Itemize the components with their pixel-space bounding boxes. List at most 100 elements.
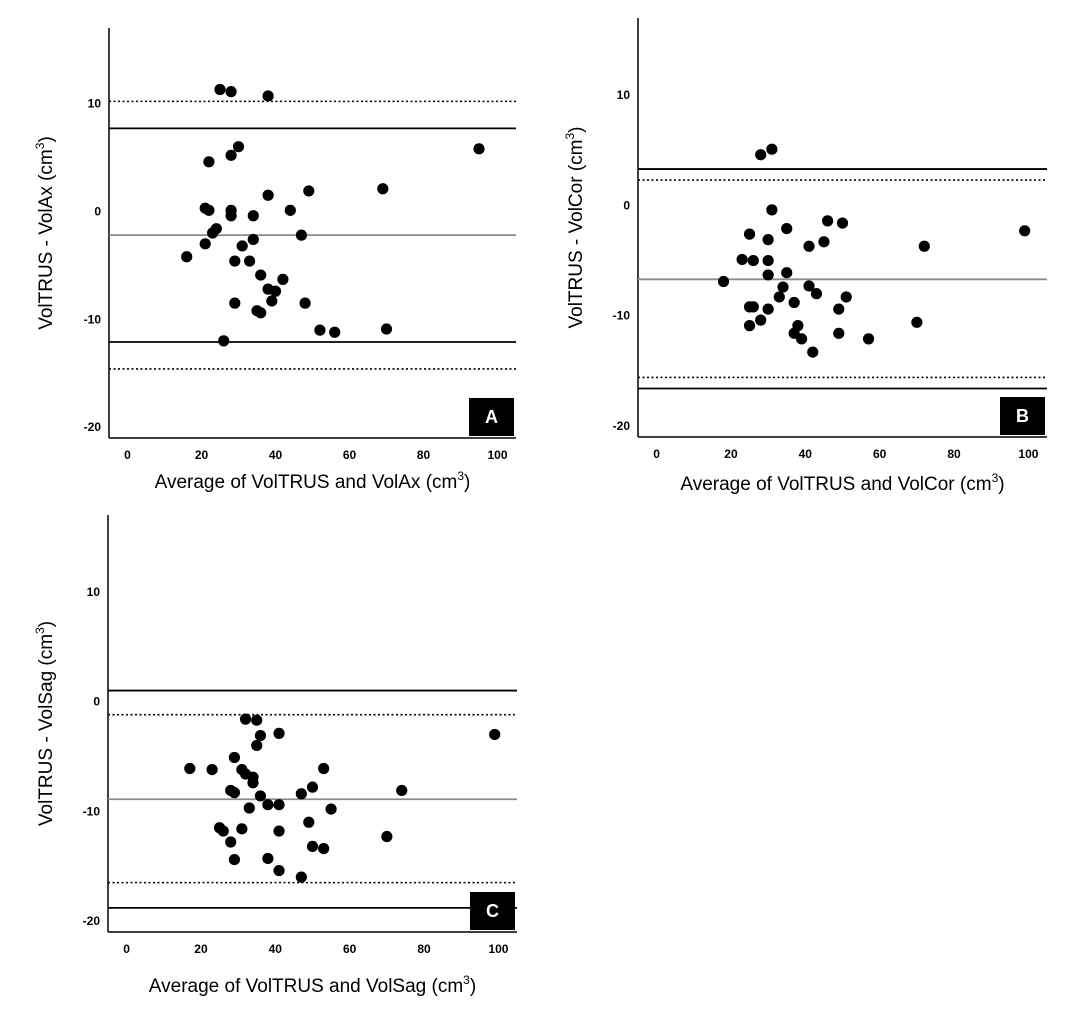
data-point [262, 799, 274, 811]
data-point [755, 314, 767, 326]
data-point [203, 204, 215, 216]
data-point [329, 326, 341, 338]
data-point [251, 714, 263, 726]
panel-label: A [485, 407, 498, 427]
data-point [833, 303, 845, 315]
data-point [918, 240, 930, 252]
data-point [262, 90, 274, 102]
data-point [254, 790, 267, 802]
x-tick-label: 40 [799, 447, 813, 461]
data-point [273, 825, 285, 837]
data-point [755, 149, 767, 161]
panel-label: B [1016, 406, 1029, 426]
x-tick-label: 80 [417, 448, 431, 462]
x-tick-label: 80 [947, 447, 961, 461]
data-point [203, 156, 215, 168]
data-point [262, 189, 274, 201]
data-point [255, 307, 267, 319]
data-point [1019, 225, 1031, 237]
data-point [840, 291, 852, 303]
data-point [181, 251, 193, 263]
data-point [762, 234, 774, 246]
y-tick-label: 10 [87, 585, 101, 599]
data-point [788, 296, 800, 309]
data-point [833, 327, 845, 339]
x-tick-label: 100 [488, 942, 508, 956]
data-point [803, 280, 815, 292]
data-point [762, 269, 774, 281]
panel-label-badge: C [470, 892, 515, 930]
data-point [736, 253, 748, 266]
panel-label-badge: B [1000, 397, 1045, 435]
x-tick-label: 40 [269, 448, 283, 462]
data-point [381, 830, 393, 843]
panel-label-badge: A [469, 398, 514, 436]
data-point [232, 141, 245, 153]
data-point [236, 823, 248, 835]
y-tick-label: 0 [94, 204, 101, 218]
panel-a-chart: 0 20 40 60 80 100 -20 -10 0 10 Average of VolTRUS … [33, 28, 516, 493]
data-point [781, 267, 793, 279]
y-tick-label: -10 [83, 804, 101, 818]
x-tick-label: 60 [873, 447, 887, 461]
panel-label: C [486, 901, 499, 921]
x-tick-label: 0 [123, 942, 130, 956]
data-point [380, 323, 393, 335]
data-point [228, 853, 241, 866]
data-point [295, 871, 307, 883]
data-point [777, 281, 789, 293]
data-point [236, 240, 248, 252]
data-point [822, 215, 834, 227]
panel-badge-box [1000, 397, 1045, 435]
data-point [396, 784, 408, 797]
data-point [743, 320, 756, 332]
data-point [277, 273, 289, 285]
x-tick-label: 40 [269, 942, 283, 956]
panel-badge-box [470, 892, 515, 930]
y-tick-label: -20 [613, 419, 631, 433]
x-axis-label: Average of VolTRUS and VolSag (cm3) [149, 973, 476, 997]
data-point [836, 217, 849, 229]
data-point [747, 301, 759, 313]
x-tick-label: 60 [343, 448, 357, 462]
data-point [206, 763, 218, 776]
data-point [318, 843, 330, 855]
data-point [243, 802, 255, 814]
data-point [273, 799, 285, 811]
data-point [295, 788, 307, 800]
data-point [217, 825, 229, 837]
y-axis-label: VolTRUS - VolSag (cm3) [33, 621, 57, 826]
data-point [247, 210, 259, 222]
y-tick-label: 0 [93, 695, 100, 709]
data-point [266, 295, 278, 307]
panel-b-chart: 0 20 40 60 80 100 -20 -10 0 10 Average of VolTRUS … [563, 18, 1047, 495]
data-point [314, 324, 326, 336]
data-point [247, 777, 259, 789]
data-point [225, 149, 237, 161]
data-point [810, 288, 823, 300]
data-point [743, 228, 756, 240]
y-tick-label: -10 [613, 309, 631, 323]
data-point [796, 333, 808, 345]
data-point [273, 864, 285, 877]
data-point [255, 269, 267, 281]
data-point [229, 297, 241, 309]
data-point [473, 143, 485, 155]
y-tick-label: 10 [88, 97, 102, 111]
y-tick-label: 0 [623, 198, 630, 212]
data-point [306, 840, 319, 853]
data-point [773, 291, 785, 303]
data-point [303, 816, 315, 828]
data-point [807, 346, 819, 358]
data-point [218, 335, 230, 347]
data-point [766, 204, 778, 216]
data-point [225, 210, 237, 222]
data-point [325, 803, 337, 815]
x-tick-label: 80 [417, 942, 431, 956]
data-point [306, 781, 319, 793]
data-point [184, 762, 196, 775]
x-tick-label: 60 [343, 942, 357, 956]
data-point [225, 86, 237, 98]
data-point [207, 227, 219, 239]
